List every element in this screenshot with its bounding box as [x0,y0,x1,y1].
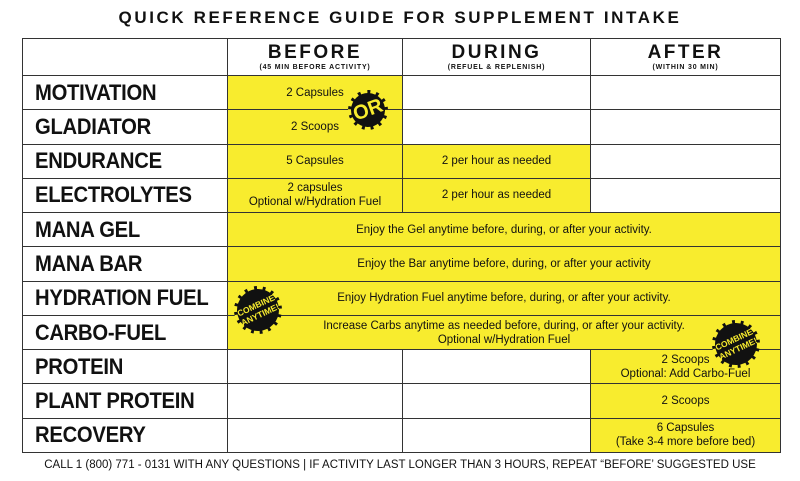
column-title: BEFORE [267,41,363,63]
row-label: PROTEIN [22,349,228,385]
cell-text: Optional w/Hydration Fuel [437,333,571,346]
cell-text: Increase Carbs anytime as needed before,… [323,319,685,332]
row-label: CARBO-FUEL [22,314,228,351]
column-header: BEFORE (45 MIN BEFORE ACTIVITY) [227,38,403,76]
intake-cell: 2 per hour as needed [402,143,591,179]
intake-cell [227,383,403,419]
cell-text: Enjoy the Bar anytime before, during, or… [357,257,651,270]
row-label: ELECTROLYTES [22,177,228,214]
footer: CALL 1 (800) 771 - 0131 WITH ANY QUESTIO… [44,459,756,471]
span-cell: Enjoy the Gel anytime before, during, or… [227,212,781,248]
row-label-text: PLANT PROTEIN [35,388,195,414]
intake-cell: 5 Capsules [227,143,403,179]
intake-cell [402,75,591,111]
intake-cell [590,177,781,214]
row-label-text: PROTEIN [35,353,124,379]
intake-cell [402,383,591,419]
cell-text: 2 per hour as needed [441,155,552,168]
column-header: AFTER (WITHIN 30 MIN) [590,38,781,76]
row-label-text: MANA BAR [35,250,143,276]
intake-cell [402,349,591,385]
row-label: GLADIATOR [22,109,228,145]
intake-cell [590,109,781,145]
row-label: RECOVERY [22,417,228,453]
column-title: DURING [451,41,542,63]
row-label-text: ENDURANCE [35,148,162,174]
span-cell: Increase Carbs anytime as needed before,… [227,314,781,351]
cell-text: 6 Capsules [656,422,715,435]
row-label: ENDURANCE [22,143,228,179]
column-subtitle: (45 MIN BEFORE ACTIVITY) [259,63,371,71]
row-label-text: MANA GEL [35,216,140,242]
cell-text: 2 per hour as needed [441,189,552,202]
row-label-text: HYDRATION FUEL [35,285,209,311]
cell-text: 2 Scoops [291,120,339,133]
cell-text: Enjoy the Gel anytime before, during, or… [356,223,652,236]
intake-cell [590,75,781,111]
span-cell: Enjoy the Bar anytime before, during, or… [227,246,781,282]
row-label: HYDRATION FUEL [22,280,228,316]
intake-cell: 2 Scoops Optional: Add Carbo-Fuel [590,349,781,385]
row-label: MANA BAR [22,246,228,282]
cell-text: 2 Scoops [661,353,710,366]
row-label: PLANT PROTEIN [22,383,228,419]
row-label-text: ELECTROLYTES [35,182,192,208]
intake-cell [227,417,403,453]
column-subtitle: (WITHIN 30 MIN) [652,63,719,71]
column-header: DURING (REFUEL & REPLENISH) [402,38,591,76]
row-label-text: CARBO-FUEL [35,319,167,345]
cell-text: 5 Capsules [286,155,344,168]
row-label-text: MOTIVATION [35,79,157,105]
intake-cell [402,417,591,453]
cell-text: 2 Capsules [286,86,344,99]
intake-cell [227,349,403,385]
row-label: MOTIVATION [22,75,228,111]
cell-text: Optional: Add Carbo-Fuel [620,367,751,380]
title: QUICK REFERENCE GUIDE FOR SUPPLEMENT INT… [118,8,682,27]
span-cell: Enjoy Hydration Fuel anytime before, dur… [227,280,781,316]
column-subtitle: (REFUEL & REPLENISH) [447,63,546,71]
intake-cell: 2 capsules Optional w/Hydration Fuel [227,177,403,214]
intake-cell: 2 Scoops [590,383,781,419]
cell-text: Enjoy Hydration Fuel anytime before, dur… [337,292,671,305]
intake-cell [402,109,591,145]
badge-text: OR [350,94,386,126]
intake-cell [590,143,781,179]
header-corner [22,38,228,76]
column-title: AFTER [647,41,724,63]
cell-text: 2 Scoops [661,395,710,408]
row-label: MANA GEL [22,212,228,248]
row-label-text: RECOVERY [35,422,146,448]
cell-text: 2 capsules [287,182,343,195]
row-label-text: GLADIATOR [35,113,151,139]
intake-cell: 6 Capsules (Take 3-4 more before bed) [590,417,781,453]
cell-text: Optional w/Hydration Fuel [248,196,382,209]
intake-cell: 2 per hour as needed [402,177,591,214]
cell-text: (Take 3-4 more before bed) [615,436,756,449]
